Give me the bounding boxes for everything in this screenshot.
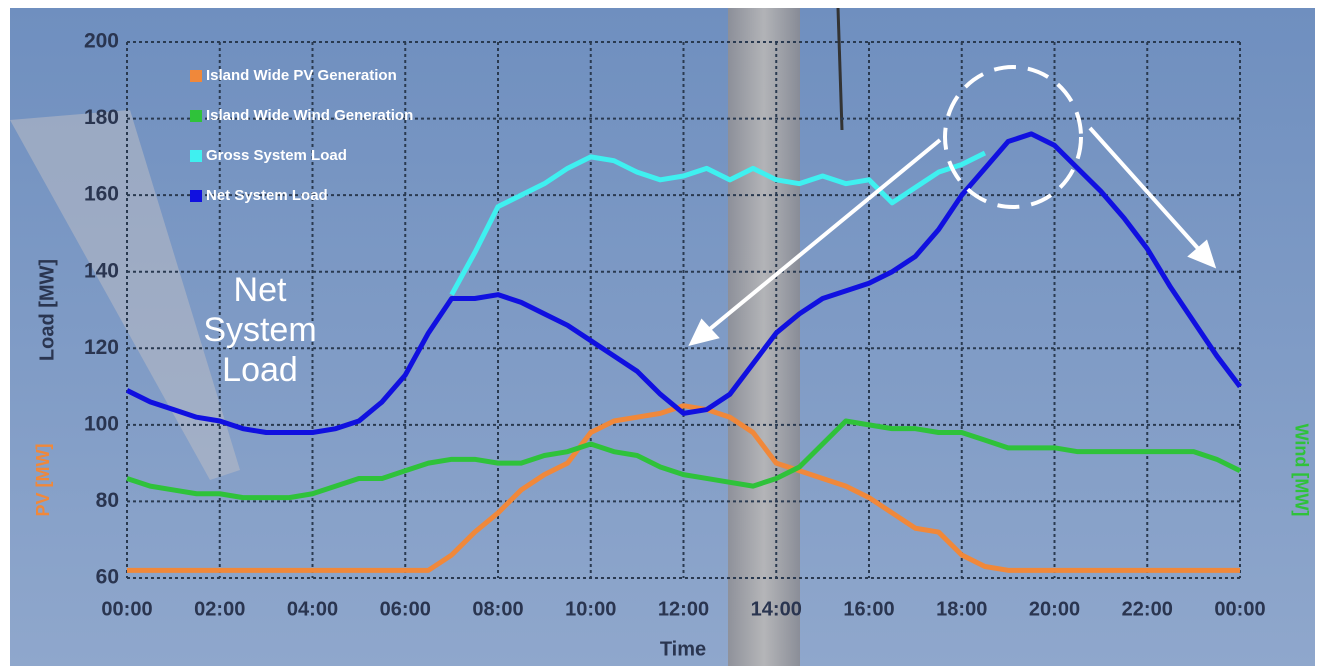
x-tick-label: 08:00 — [472, 598, 523, 620]
x-axis-label: Time — [660, 638, 706, 660]
x-tick-label: 02:00 — [194, 598, 245, 620]
legend-swatch — [190, 190, 202, 202]
legend-label: Net System Load — [206, 187, 328, 204]
pv-axis-label: PV [MW] — [33, 444, 53, 517]
x-tick-label: 04:00 — [287, 598, 338, 620]
x-tick-label: 00:00 — [101, 598, 152, 620]
x-tick-label: 20:00 — [1029, 598, 1080, 620]
y-axis-label: Load [MW] — [36, 259, 58, 361]
y-tick-label: 120 — [84, 336, 119, 359]
x-tick-label: 10:00 — [565, 598, 616, 620]
legend-swatch — [190, 70, 202, 82]
wind-axis-label: Wind [MW] — [1291, 424, 1311, 517]
x-tick-label: 18:00 — [936, 598, 987, 620]
y-tick-label: 200 — [84, 30, 119, 53]
legend-swatch — [190, 110, 202, 122]
y-tick-label: 140 — [84, 259, 119, 282]
y-tick-label: 80 — [96, 489, 119, 512]
y-tick-label: 100 — [84, 412, 119, 435]
x-tick-label: 16:00 — [843, 598, 894, 620]
legend-swatch — [190, 150, 202, 162]
y-tick-label: 180 — [84, 106, 119, 129]
annotation: Net System Load — [190, 270, 330, 390]
x-tick-label: 06:00 — [380, 598, 431, 620]
legend-label: Island Wide PV Generation — [206, 67, 397, 84]
legend-label: Island Wide Wind Generation — [206, 107, 413, 124]
turbine-tower — [728, 8, 800, 666]
screenshot: 60 80 100 120 140 160 180 200 00:00 02:00 04:00 06:… — [0, 0, 1319, 666]
y-tick-label: 160 — [84, 183, 119, 206]
legend-label: Gross System Load — [206, 147, 347, 164]
x-tick-label: 00:00 — [1214, 598, 1265, 620]
x-tick-label: 22:00 — [1122, 598, 1173, 620]
x-tick-label: 12:00 — [658, 598, 709, 620]
x-tick-label: 14:00 — [751, 598, 802, 620]
y-tick-label: 60 — [96, 566, 119, 589]
